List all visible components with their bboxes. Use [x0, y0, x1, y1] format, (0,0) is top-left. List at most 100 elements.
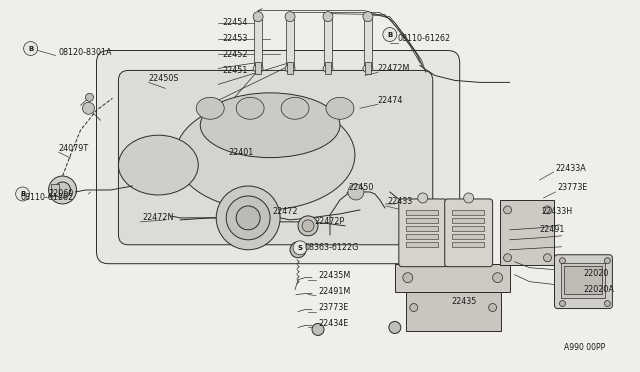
Bar	[452, 226, 484, 231]
Text: 22472N: 22472N	[142, 214, 174, 222]
Circle shape	[216, 186, 280, 250]
Circle shape	[86, 93, 93, 101]
Bar	[325, 62, 331, 74]
Ellipse shape	[175, 100, 355, 210]
Bar	[286, 19, 294, 68]
Ellipse shape	[253, 64, 263, 73]
Text: 22433A: 22433A	[556, 164, 586, 173]
Circle shape	[83, 102, 95, 114]
Circle shape	[285, 12, 295, 22]
Circle shape	[559, 258, 566, 264]
Bar	[364, 19, 372, 68]
Circle shape	[348, 184, 364, 200]
Circle shape	[226, 196, 270, 240]
Bar	[452, 218, 484, 223]
Ellipse shape	[281, 97, 309, 119]
Circle shape	[410, 304, 418, 311]
Text: 08120-8301A: 08120-8301A	[59, 48, 112, 57]
Text: 23773E: 23773E	[318, 303, 348, 312]
Text: 22433H: 22433H	[541, 208, 573, 217]
Circle shape	[604, 301, 611, 307]
Circle shape	[543, 254, 552, 262]
FancyBboxPatch shape	[554, 255, 612, 308]
Circle shape	[504, 254, 511, 262]
Bar	[406, 226, 438, 231]
Circle shape	[403, 273, 413, 283]
Bar	[395, 264, 509, 292]
Bar	[324, 19, 332, 68]
Text: 22450: 22450	[348, 183, 373, 192]
Text: 22020A: 22020A	[584, 285, 614, 294]
Bar	[365, 62, 371, 74]
Ellipse shape	[363, 64, 373, 73]
Circle shape	[488, 304, 497, 311]
Text: 22435: 22435	[452, 297, 477, 306]
Text: B: B	[20, 191, 25, 197]
Text: S: S	[298, 245, 303, 251]
Circle shape	[493, 273, 502, 283]
Ellipse shape	[285, 64, 295, 73]
Circle shape	[464, 193, 474, 203]
Circle shape	[363, 12, 373, 22]
Circle shape	[24, 42, 38, 55]
Circle shape	[418, 193, 428, 203]
Bar	[254, 19, 262, 68]
Text: 22434E: 22434E	[318, 319, 348, 328]
Bar	[406, 292, 500, 331]
Bar	[406, 234, 438, 239]
Bar	[406, 242, 438, 247]
FancyBboxPatch shape	[445, 199, 493, 267]
Text: B: B	[387, 32, 392, 38]
Circle shape	[298, 216, 318, 236]
Text: 08363-6122G: 08363-6122G	[304, 243, 358, 252]
Ellipse shape	[326, 97, 354, 119]
Text: 22450S: 22450S	[148, 74, 179, 83]
FancyBboxPatch shape	[97, 51, 460, 264]
Text: B: B	[28, 45, 33, 51]
Bar	[51, 184, 59, 196]
Bar	[564, 266, 602, 294]
Circle shape	[323, 12, 333, 22]
Text: 22020: 22020	[584, 269, 609, 278]
Bar	[406, 210, 438, 215]
Text: 23773E: 23773E	[557, 183, 588, 192]
Circle shape	[290, 242, 306, 258]
Text: 08110-61262: 08110-61262	[398, 34, 451, 43]
Bar	[452, 234, 484, 239]
Circle shape	[54, 182, 70, 198]
Text: 22454: 22454	[222, 18, 248, 27]
Circle shape	[604, 258, 611, 264]
FancyBboxPatch shape	[118, 70, 433, 245]
Circle shape	[383, 28, 397, 42]
Circle shape	[293, 241, 307, 255]
Ellipse shape	[236, 97, 264, 119]
Circle shape	[504, 206, 511, 214]
Bar	[500, 200, 554, 265]
Bar	[287, 62, 293, 74]
Bar	[452, 210, 484, 215]
Ellipse shape	[200, 93, 340, 158]
Bar	[255, 62, 261, 74]
Text: 22453: 22453	[222, 34, 248, 43]
Bar	[561, 263, 605, 298]
Ellipse shape	[196, 97, 224, 119]
Circle shape	[543, 206, 552, 214]
Bar	[452, 242, 484, 247]
Circle shape	[302, 220, 314, 232]
Circle shape	[559, 301, 566, 307]
Text: 22472M: 22472M	[378, 64, 410, 73]
Text: 22491: 22491	[540, 225, 565, 234]
Text: 22472: 22472	[272, 208, 298, 217]
Text: 22452: 22452	[222, 50, 248, 59]
FancyBboxPatch shape	[399, 199, 447, 267]
Text: 08110-61262: 08110-61262	[20, 193, 74, 202]
Circle shape	[312, 324, 324, 336]
Ellipse shape	[118, 135, 198, 195]
Text: 22060: 22060	[49, 189, 74, 199]
Circle shape	[49, 176, 77, 204]
Circle shape	[253, 12, 263, 22]
Circle shape	[236, 206, 260, 230]
Bar	[406, 218, 438, 223]
Circle shape	[389, 321, 401, 333]
Text: A990 00PP: A990 00PP	[564, 343, 605, 352]
